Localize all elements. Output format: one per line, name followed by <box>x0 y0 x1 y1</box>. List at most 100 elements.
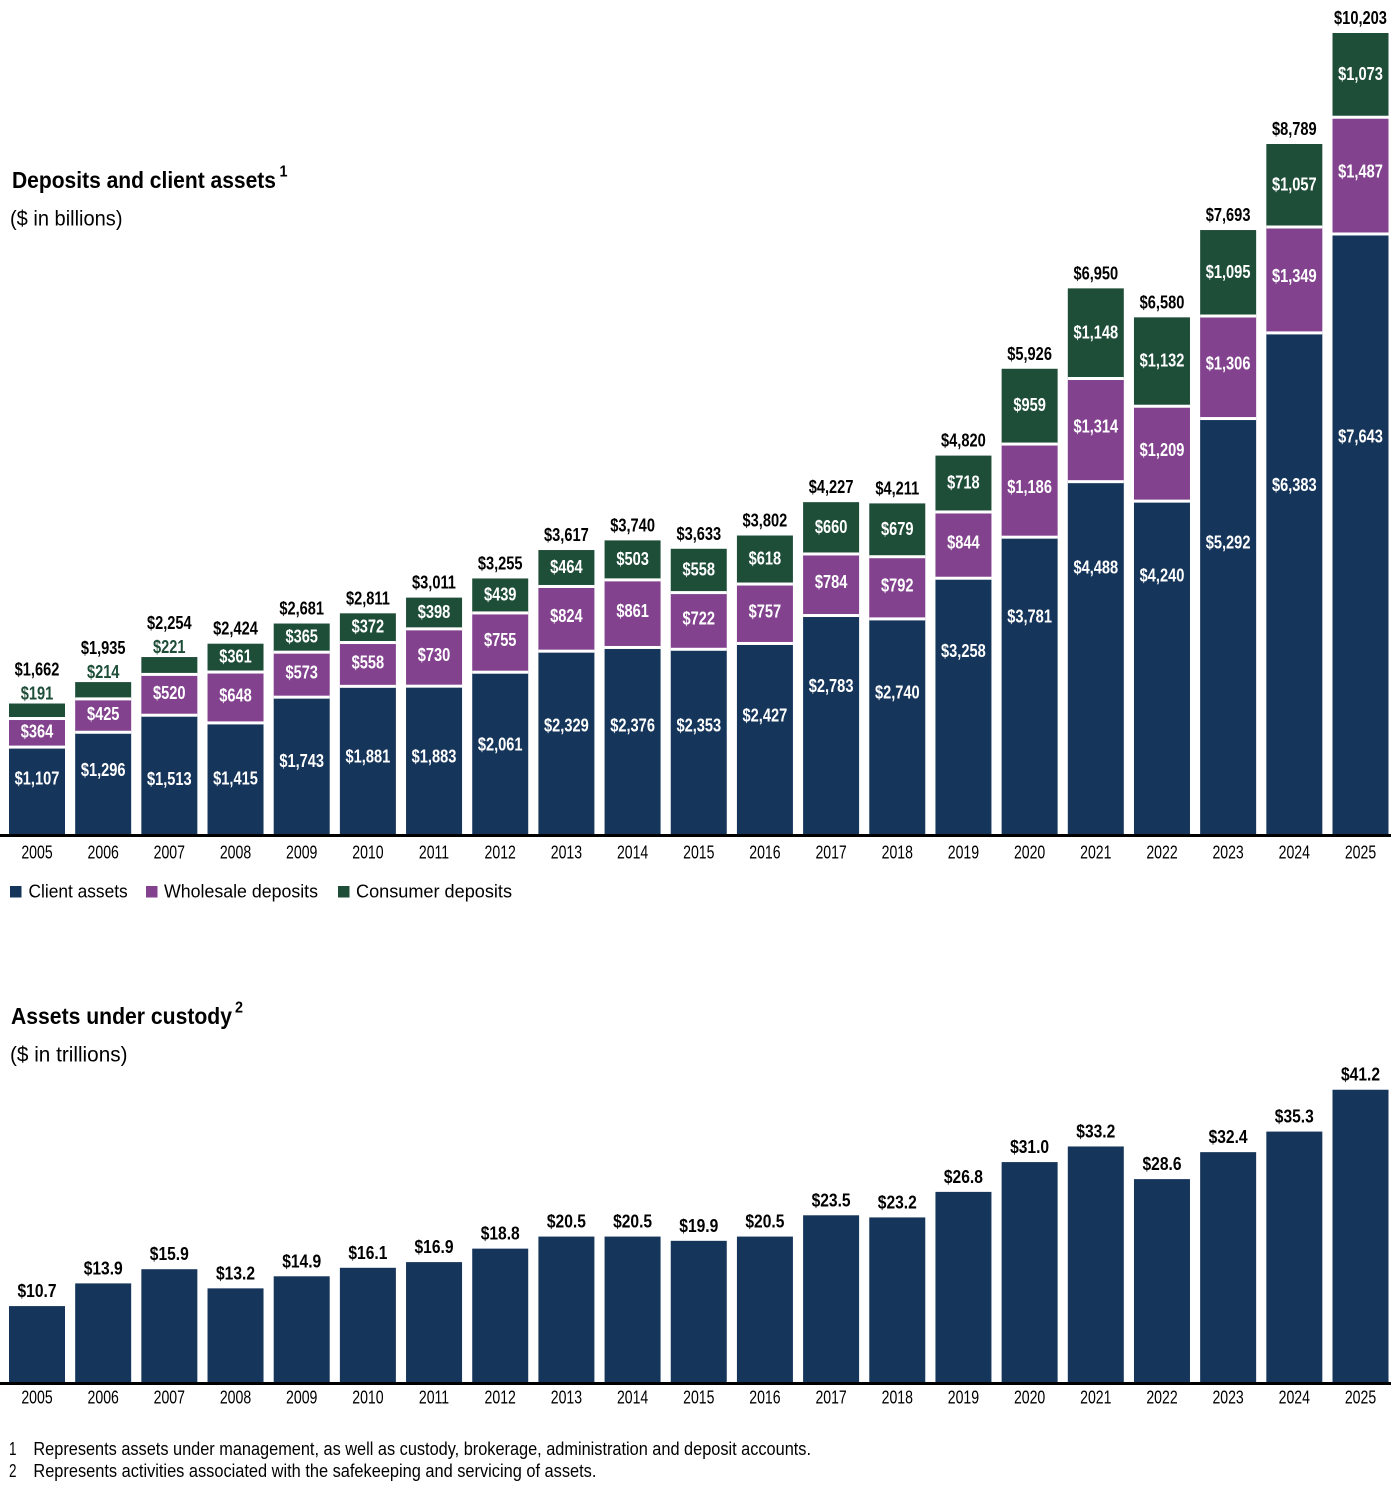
svg-text:$648: $648 <box>219 684 252 705</box>
svg-text:Represents assets under manage: Represents assets under management, as w… <box>33 1439 811 1459</box>
svg-text:$464: $464 <box>550 556 583 577</box>
svg-text:2009: 2009 <box>286 842 317 863</box>
svg-text:($ in billions): ($ in billions) <box>10 207 123 231</box>
svg-text:$10.7: $10.7 <box>18 1280 57 1301</box>
svg-text:2013: 2013 <box>551 1387 582 1408</box>
svg-text:$503: $503 <box>616 548 649 569</box>
svg-text:2006: 2006 <box>88 1387 119 1408</box>
svg-text:Represents activities associat: Represents activities associated with th… <box>33 1461 596 1481</box>
svg-text:$1,743: $1,743 <box>279 750 324 771</box>
svg-text:2008: 2008 <box>220 842 251 863</box>
svg-text:$1,296: $1,296 <box>81 759 126 780</box>
svg-text:2006: 2006 <box>88 842 119 863</box>
svg-text:$6,580: $6,580 <box>1140 291 1185 312</box>
svg-text:$425: $425 <box>87 703 120 724</box>
svg-text:$214: $214 <box>87 661 120 682</box>
svg-text:$7,643: $7,643 <box>1338 425 1383 446</box>
svg-text:2025: 2025 <box>1345 1387 1376 1408</box>
svg-text:$1,881: $1,881 <box>346 745 391 766</box>
svg-text:$730: $730 <box>418 644 451 665</box>
svg-text:$23.5: $23.5 <box>812 1189 851 1210</box>
svg-text:$28.6: $28.6 <box>1143 1153 1182 1174</box>
svg-text:$792: $792 <box>881 574 914 595</box>
svg-text:$1,487: $1,487 <box>1338 160 1383 181</box>
svg-text:$439: $439 <box>484 584 517 605</box>
svg-text:2024: 2024 <box>1279 1387 1310 1408</box>
svg-text:$4,488: $4,488 <box>1073 556 1118 577</box>
svg-text:2005: 2005 <box>21 1387 52 1408</box>
svg-text:$573: $573 <box>285 662 318 683</box>
svg-text:$361: $361 <box>219 646 252 667</box>
svg-text:$372: $372 <box>352 616 385 637</box>
svg-text:$6,950: $6,950 <box>1073 262 1118 283</box>
svg-text:2007: 2007 <box>154 842 185 863</box>
svg-text:$1,186: $1,186 <box>1007 476 1052 497</box>
svg-text:$18.8: $18.8 <box>481 1223 520 1244</box>
svg-text:$2,783: $2,783 <box>809 675 854 696</box>
svg-text:Wholesale deposits: Wholesale deposits <box>164 880 318 901</box>
svg-text:$3,011: $3,011 <box>412 572 456 593</box>
svg-text:2020: 2020 <box>1014 842 1045 863</box>
svg-text:$959: $959 <box>1013 394 1046 415</box>
svg-text:$757: $757 <box>749 600 782 621</box>
svg-text:$1,095: $1,095 <box>1206 261 1251 282</box>
svg-text:$2,353: $2,353 <box>676 714 721 735</box>
svg-text:$16.1: $16.1 <box>348 1242 387 1263</box>
svg-text:$2,811: $2,811 <box>346 587 390 608</box>
svg-text:$755: $755 <box>484 629 517 650</box>
svg-text:$4,211: $4,211 <box>875 477 919 498</box>
svg-text:2008: 2008 <box>220 1387 251 1408</box>
svg-text:$1,415: $1,415 <box>213 767 258 788</box>
svg-text:2015: 2015 <box>683 1387 714 1408</box>
svg-text:2: 2 <box>235 1000 243 1017</box>
svg-text:$784: $784 <box>815 571 848 592</box>
svg-text:$1,107: $1,107 <box>15 767 60 788</box>
svg-text:$3,740: $3,740 <box>610 514 655 535</box>
svg-text:$2,681: $2,681 <box>279 598 324 619</box>
svg-text:$1,073: $1,073 <box>1338 63 1383 84</box>
svg-text:$15.9: $15.9 <box>150 1243 189 1264</box>
svg-text:$520: $520 <box>153 682 186 703</box>
svg-text:$718: $718 <box>947 472 980 493</box>
svg-text:2011: 2011 <box>419 1387 449 1408</box>
svg-text:1: 1 <box>280 164 288 181</box>
svg-text:$2,329: $2,329 <box>544 714 589 735</box>
svg-text:2012: 2012 <box>485 842 516 863</box>
svg-text:$2,740: $2,740 <box>875 681 920 702</box>
svg-text:$26.8: $26.8 <box>944 1166 983 1187</box>
svg-text:$20.5: $20.5 <box>745 1211 784 1232</box>
svg-text:2022: 2022 <box>1146 1387 1177 1408</box>
svg-text:$618: $618 <box>749 548 782 569</box>
svg-text:$10,203: $10,203 <box>1334 7 1387 28</box>
svg-text:$13.9: $13.9 <box>84 1257 123 1278</box>
svg-text:$1,314: $1,314 <box>1073 415 1118 436</box>
svg-text:2019: 2019 <box>948 1387 979 1408</box>
svg-text:$32.4: $32.4 <box>1209 1126 1249 1147</box>
svg-text:$1,935: $1,935 <box>81 637 126 658</box>
svg-text:$2,424: $2,424 <box>213 618 258 639</box>
svg-text:$16.9: $16.9 <box>415 1236 454 1257</box>
svg-text:$5,926: $5,926 <box>1007 343 1052 364</box>
svg-text:2021: 2021 <box>1080 1387 1111 1408</box>
svg-text:$2,376: $2,376 <box>610 714 655 735</box>
svg-text:$824: $824 <box>550 605 583 626</box>
svg-text:2014: 2014 <box>617 1387 648 1408</box>
svg-text:$1,349: $1,349 <box>1272 265 1317 286</box>
svg-text:$35.3: $35.3 <box>1275 1106 1314 1127</box>
svg-text:$2,061: $2,061 <box>478 733 523 754</box>
svg-text:$13.2: $13.2 <box>216 1262 255 1283</box>
svg-text:2025: 2025 <box>1345 842 1376 863</box>
svg-text:2021: 2021 <box>1080 842 1111 863</box>
svg-text:2022: 2022 <box>1146 842 1177 863</box>
svg-text:$3,255: $3,255 <box>478 553 523 574</box>
svg-text:$558: $558 <box>683 559 716 580</box>
svg-text:$19.9: $19.9 <box>679 1215 718 1236</box>
svg-text:$1,057: $1,057 <box>1272 173 1317 194</box>
svg-text:1: 1 <box>9 1439 17 1459</box>
svg-text:2020: 2020 <box>1014 1387 1045 1408</box>
svg-text:$221: $221 <box>153 636 186 657</box>
svg-text:2010: 2010 <box>352 842 383 863</box>
svg-text:$365: $365 <box>285 626 318 647</box>
svg-text:$3,633: $3,633 <box>676 523 721 544</box>
svg-text:Consumer deposits: Consumer deposits <box>356 880 512 901</box>
